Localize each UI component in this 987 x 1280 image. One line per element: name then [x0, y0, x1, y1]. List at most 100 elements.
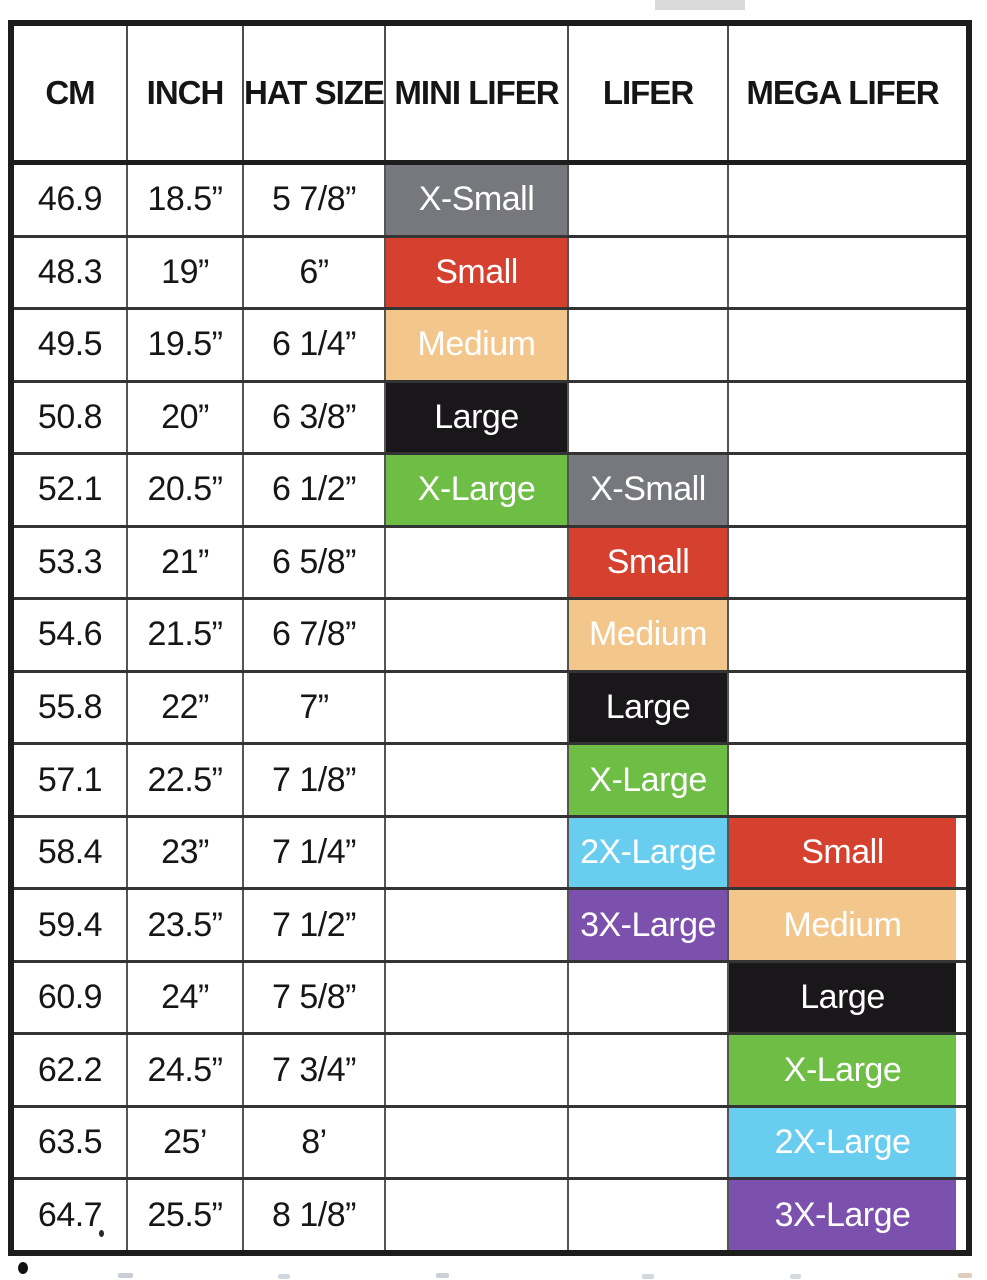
- cell-mega-lifer: [729, 238, 956, 308]
- cell-lifer: Medium: [569, 600, 729, 670]
- cell-lifer: [569, 165, 729, 235]
- cell-lifer: 2X-Large: [569, 817, 729, 888]
- cell-lifer: Large: [569, 672, 729, 743]
- cell-cm: 63.5: [14, 1107, 128, 1178]
- cell-cm: 50.8: [14, 382, 128, 453]
- cell-cm: 58.4: [14, 817, 128, 888]
- cell-hat-size: 8 1/8”: [244, 1180, 386, 1250]
- cell-mini-lifer: [386, 817, 569, 888]
- table-row: 62.2 24.5” 7 3/4” X-Large: [14, 1035, 966, 1108]
- cell-hat-size: 7 5/8”: [244, 962, 386, 1033]
- cell-hat-size: 7 1/4”: [244, 817, 386, 888]
- cell-hat-size: 5 7/8”: [244, 165, 386, 235]
- cell-cm: 62.2: [14, 1035, 128, 1105]
- cell-mini-lifer: Large: [386, 382, 569, 453]
- table-row: 59.4 23.5” 7 1/2” 3X-Large Medium: [14, 890, 966, 963]
- scan-artifact-tick: [118, 1273, 133, 1278]
- table-row: 64.7 25.5” 8 1/8” 3X-Large: [14, 1180, 966, 1250]
- cell-cm: 54.6: [14, 600, 128, 670]
- table-row: 53.3 21” 6 5/8” Small: [14, 527, 966, 601]
- cell-hat-size: 7”: [244, 672, 386, 743]
- table-row: 57.1 22.5” 7 1/8” X-Large: [14, 745, 966, 818]
- cell-hat-size: 7 1/2”: [244, 890, 386, 960]
- scan-artifact-dot: [18, 1262, 28, 1274]
- cell-lifer: Small: [569, 527, 729, 598]
- cell-inch: 20”: [128, 382, 244, 453]
- cell-inch: 20.5”: [128, 455, 244, 525]
- cell-mini-lifer: [386, 1035, 569, 1105]
- cell-mega-lifer: X-Large: [729, 1035, 956, 1105]
- cell-cm: 46.9: [14, 165, 128, 235]
- cell-hat-size: 6”: [244, 237, 386, 308]
- cell-lifer: [569, 962, 729, 1033]
- cell-cm: 59.4: [14, 890, 128, 960]
- table-row: 58.4 23” 7 1/4” 2X-Large Small: [14, 817, 966, 891]
- cell-inch: 25’: [128, 1107, 244, 1178]
- cell-mega-lifer: [729, 673, 956, 743]
- cell-inch: 22”: [128, 672, 244, 743]
- cell-inch: 23”: [128, 817, 244, 888]
- cell-mega-lifer: Large: [729, 962, 956, 1033]
- table-row: 63.5 25’ 8’ 2X-Large: [14, 1107, 966, 1181]
- cell-cm: 55.8: [14, 672, 128, 743]
- cell-cm: 64.7: [14, 1180, 128, 1250]
- cell-mega-lifer: Small: [729, 817, 956, 888]
- cell-mega-lifer: Medium: [729, 890, 956, 960]
- table-row: 48.3 19” 6” Small: [14, 237, 966, 311]
- scan-artifact-tick: [790, 1274, 801, 1279]
- cell-cm: 52.1: [14, 455, 128, 525]
- cell-mega-lifer: [729, 165, 956, 235]
- table-row: 49.5 19.5” 6 1/4” Medium: [14, 310, 966, 383]
- cell-hat-size: 6 1/2”: [244, 455, 386, 525]
- cell-mini-lifer: [386, 527, 569, 598]
- cell-inch: 19”: [128, 237, 244, 308]
- cell-mega-lifer: [729, 310, 956, 380]
- cell-cm: 53.3: [14, 527, 128, 598]
- table-row: 52.1 20.5” 6 1/2” X-Large X-Small: [14, 455, 966, 528]
- header-mega-lifer: MEGA LIFER: [746, 74, 939, 111]
- cell-hat-size: 6 1/4”: [244, 310, 386, 380]
- cell-inch: 24”: [128, 962, 244, 1033]
- scan-artifact-tick: [436, 1273, 449, 1278]
- cell-mini-lifer: X-Small: [386, 165, 569, 235]
- cell-inch: 23.5”: [128, 890, 244, 960]
- cell-mega-lifer: [729, 383, 956, 453]
- cell-mini-lifer: [386, 890, 569, 960]
- cell-inch: 19.5”: [128, 310, 244, 380]
- cell-mini-lifer: [386, 962, 569, 1033]
- cell-lifer: [569, 1035, 729, 1105]
- cell-mega-lifer: [729, 745, 956, 815]
- cell-inch: 22.5”: [128, 745, 244, 815]
- table-row: 54.6 21.5” 6 7/8” Medium: [14, 600, 966, 673]
- cell-hat-size: 6 5/8”: [244, 527, 386, 598]
- cell-hat-size: 6 7/8”: [244, 600, 386, 670]
- cell-lifer: 3X-Large: [569, 890, 729, 960]
- cell-mini-lifer: [386, 1180, 569, 1250]
- table-header-row: CM INCH HAT SIZE MINI LIFER LIFER MEGA L…: [14, 26, 966, 165]
- cell-lifer: [569, 1180, 729, 1250]
- cell-inch: 18.5”: [128, 165, 244, 235]
- table-row: 50.8 20” 6 3/8” Large: [14, 382, 966, 456]
- scan-artifact-tick: [958, 1273, 972, 1278]
- cell-mini-lifer: Small: [386, 237, 569, 308]
- cell-hat-size: 6 3/8”: [244, 382, 386, 453]
- cell-mini-lifer: [386, 600, 569, 670]
- header-hat-size: HAT SIZE: [244, 26, 386, 160]
- header-mini-lifer: MINI LIFER: [386, 26, 569, 160]
- cell-mini-lifer: [386, 672, 569, 743]
- cell-hat-size: 7 1/8”: [244, 745, 386, 815]
- scan-artifact-underdot: [99, 1230, 104, 1237]
- scan-artifact-tick: [642, 1274, 654, 1279]
- cell-mini-lifer: X-Large: [386, 455, 569, 525]
- table-body: 46.9 18.5” 5 7/8” X-Small 48.3 19” 6” Sm…: [14, 165, 966, 1250]
- scan-artifact-tick: [278, 1274, 290, 1279]
- cell-cm: 49.5: [14, 310, 128, 380]
- scan-artifact-bar: [655, 0, 745, 10]
- cell-mini-lifer: [386, 745, 569, 815]
- header-inch: INCH: [128, 26, 244, 160]
- cell-mega-lifer: 2X-Large: [729, 1107, 956, 1178]
- cell-inch: 25.5”: [128, 1180, 244, 1250]
- cell-mega-lifer: [729, 600, 956, 670]
- cell-hat-size: 7 3/4”: [244, 1035, 386, 1105]
